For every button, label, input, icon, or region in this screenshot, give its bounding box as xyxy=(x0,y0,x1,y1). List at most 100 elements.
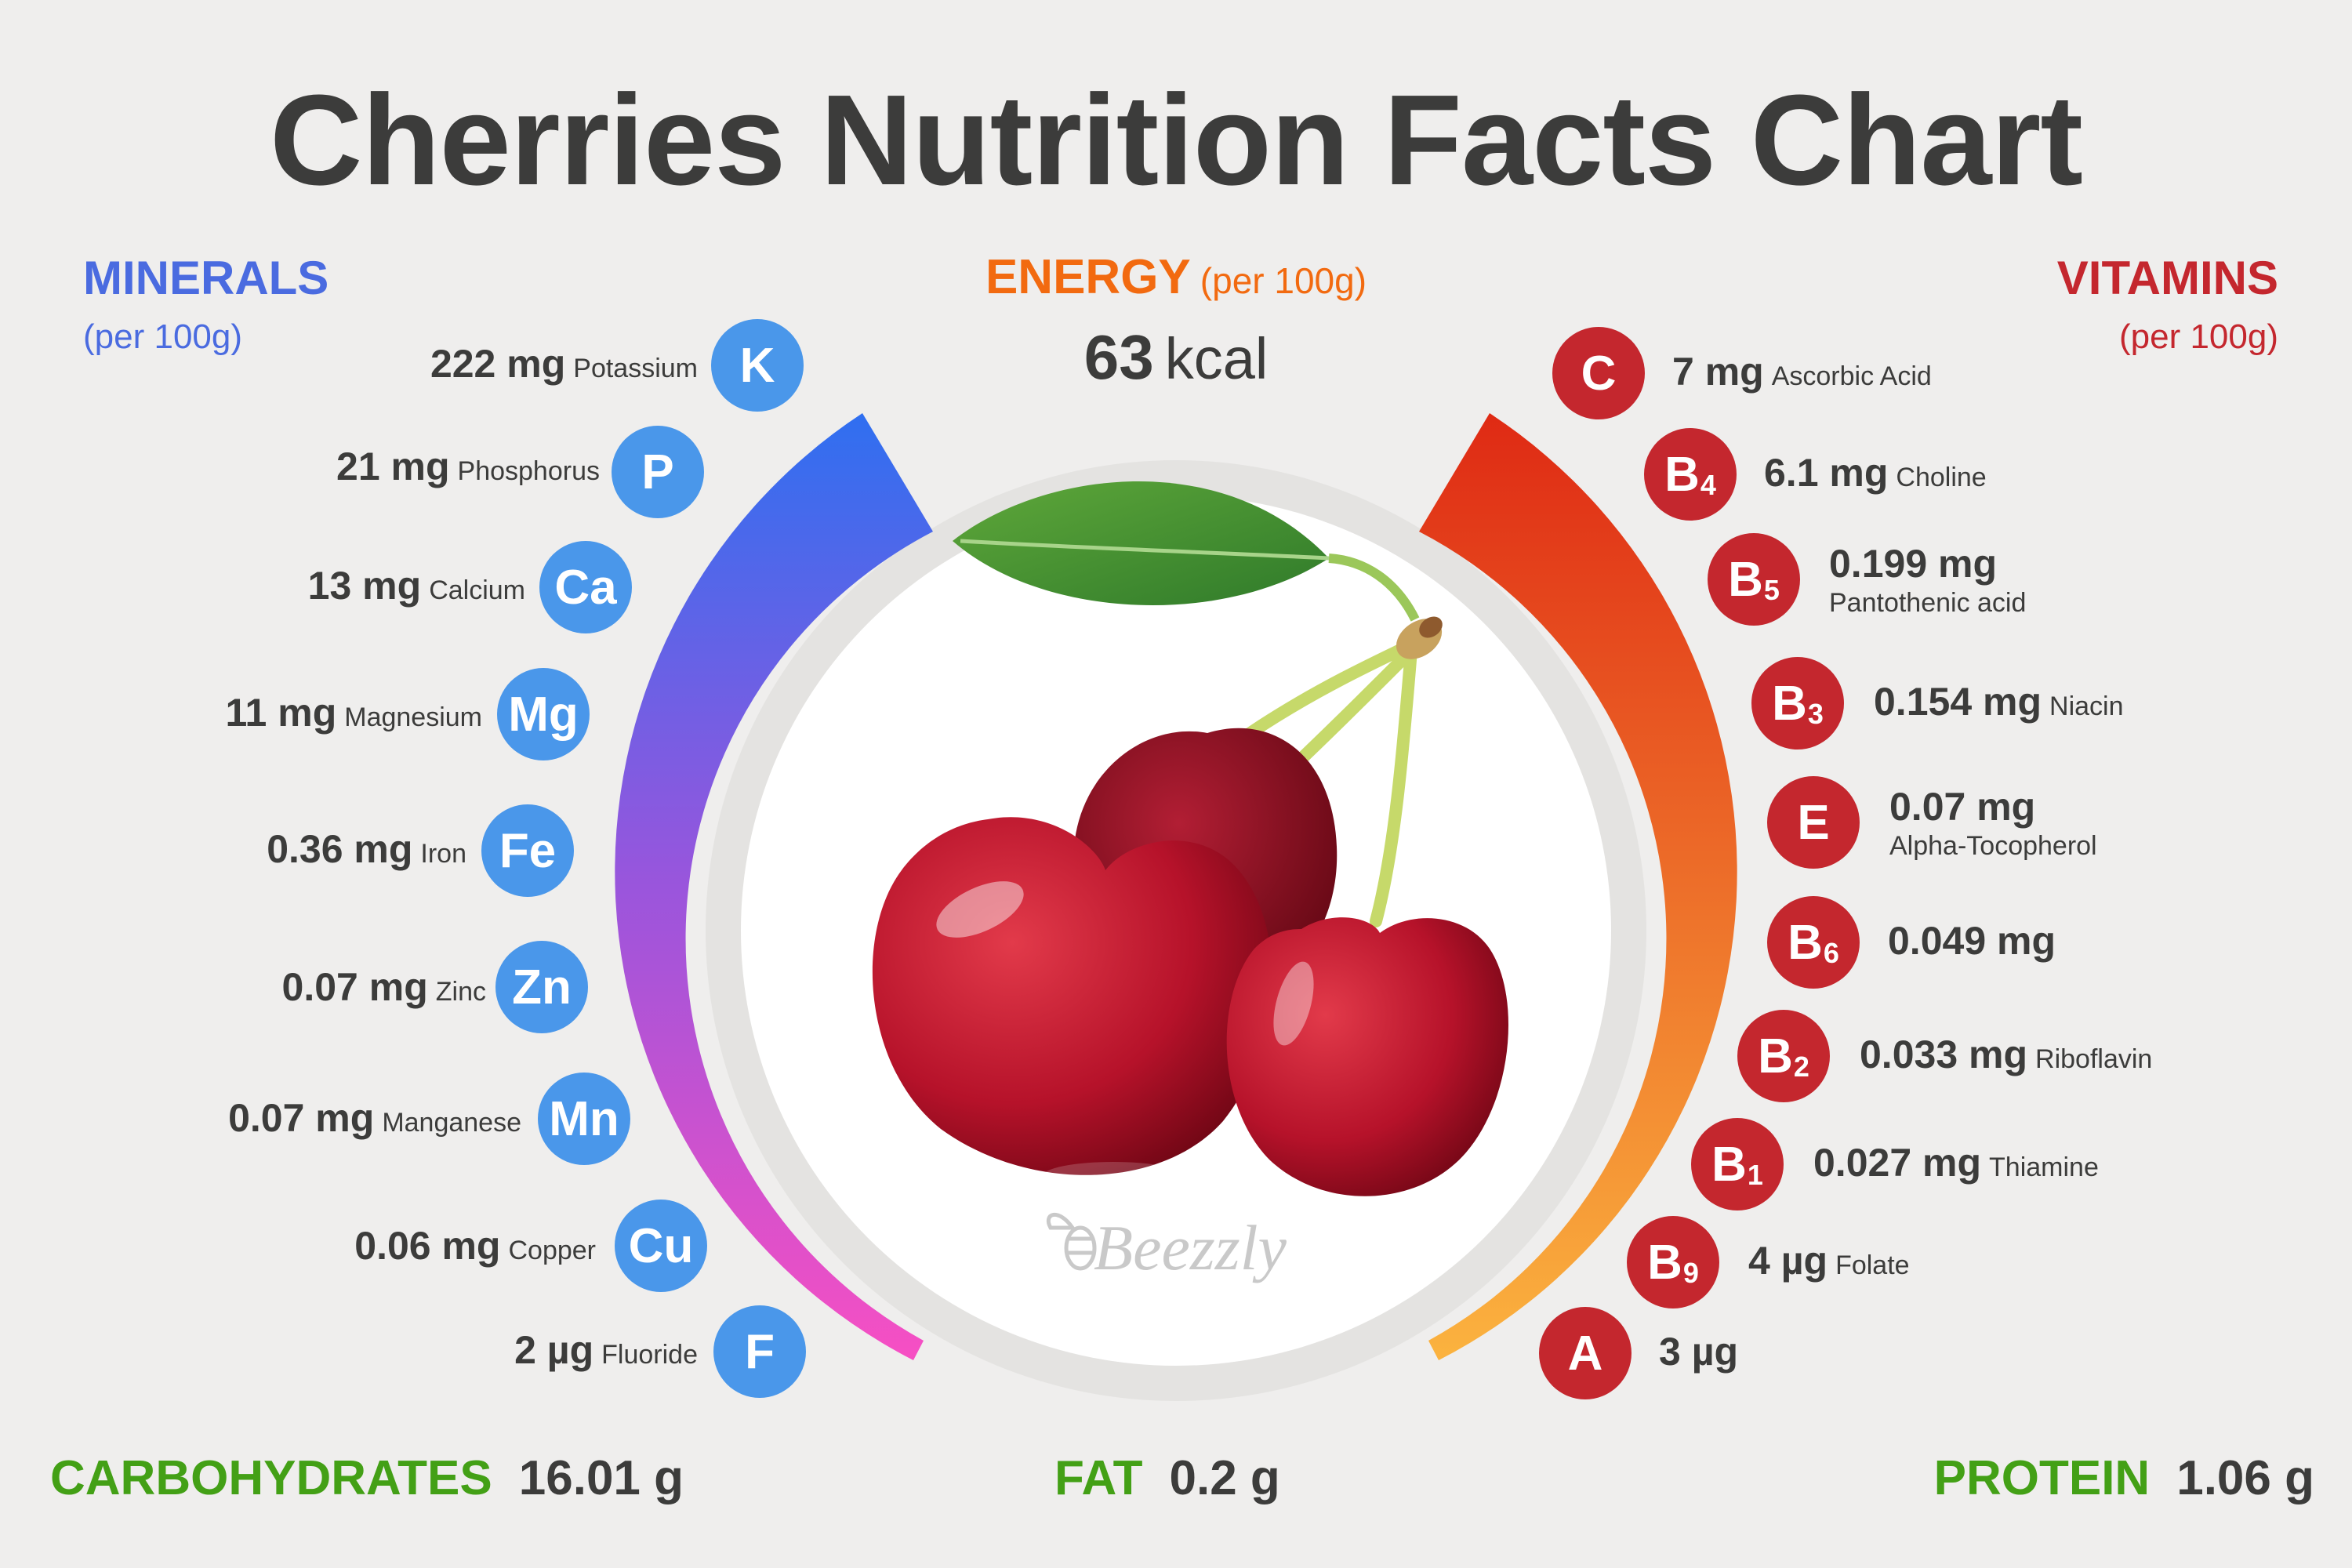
vitamins-arc xyxy=(1419,413,1737,1360)
vitamin-subscript: 2 xyxy=(1793,1051,1809,1083)
vitamin-row-b5: 0.199 mg Pantothenic acid xyxy=(1829,541,2026,619)
vitamin-letter: C xyxy=(1581,346,1617,401)
vitamin-name: Niacin xyxy=(2049,691,2124,721)
minerals-title: MINERALS xyxy=(83,252,329,304)
vitamins-title: VITAMINS xyxy=(2056,252,2278,304)
mineral-name: Iron xyxy=(420,839,466,869)
mineral-row-zinc: 0.07 mg Zinc xyxy=(282,964,486,1010)
vitamin-row-a: 3 µg xyxy=(1659,1329,1738,1374)
vitamin-row-c: 7 mg Ascorbic Acid xyxy=(1672,349,1932,394)
mineral-amount: 0.07 mg xyxy=(281,965,428,1009)
vitamin-row-b9: 4 µg Folate xyxy=(1748,1238,1910,1283)
mineral-name: Zinc xyxy=(435,977,486,1007)
mineral-badge-ca: Ca xyxy=(539,541,632,633)
energy-heading: ENERGY (per 100g) xyxy=(0,249,2352,305)
cherries-illustration xyxy=(872,728,1508,1196)
vitamin-name: Pantothenic acid xyxy=(1829,588,2027,618)
vitamin-row-b6: 0.049 mg xyxy=(1888,918,2056,964)
vitamin-amount: 0.154 mg xyxy=(1874,680,2042,724)
mineral-badge-f: F xyxy=(713,1305,806,1398)
vitamin-badge-e: E xyxy=(1767,776,1860,869)
vitamin-name: Riboflavin xyxy=(2035,1044,2153,1074)
vitamin-amount: 0.199 mg xyxy=(1829,542,1998,586)
energy-unit: kcal xyxy=(1164,326,1269,391)
energy-value: 63 kcal xyxy=(0,321,2352,394)
mineral-amount: 0.36 mg xyxy=(267,827,413,871)
vitamin-subscript: 1 xyxy=(1747,1159,1763,1191)
vitamin-row-b4: 6.1 mg Choline xyxy=(1764,450,1987,495)
vitamin-amount: 3 µg xyxy=(1659,1330,1739,1374)
macro-protein: PROTEIN 1.06 g xyxy=(1934,1450,2314,1506)
watermark-bee-icon xyxy=(1046,1212,1097,1271)
mineral-amount: 21 mg xyxy=(336,445,450,488)
vitamin-subscript: 6 xyxy=(1823,937,1839,969)
macro-label: FAT xyxy=(1054,1451,1143,1505)
mineral-amount: 0.06 mg xyxy=(354,1224,501,1268)
vitamin-row-b3: 0.154 mg Niacin xyxy=(1874,679,2124,724)
vitamin-letter: B xyxy=(1788,915,1823,970)
mineral-row-potassium: 222 mg Potassium xyxy=(430,341,698,387)
mineral-row-iron: 0.36 mg Iron xyxy=(267,826,466,872)
vitamin-amount: 0.033 mg xyxy=(1860,1033,2028,1076)
vitamin-amount: 4 µg xyxy=(1748,1239,1828,1283)
mineral-name: Magnesium xyxy=(344,702,482,732)
mineral-badge-fe: Fe xyxy=(481,804,574,897)
mineral-name: Calcium xyxy=(429,575,525,605)
vitamin-subscript: 9 xyxy=(1682,1257,1699,1289)
vitamin-letter: B xyxy=(1664,447,1700,502)
vitamin-amount: 0.027 mg xyxy=(1813,1141,1982,1185)
mineral-name: Phosphorus xyxy=(457,456,600,486)
watermark: Beezzly xyxy=(1094,1212,1287,1283)
vitamin-letter: E xyxy=(1797,795,1830,850)
mineral-amount: 0.07 mg xyxy=(228,1096,375,1140)
vitamin-letter: B xyxy=(1758,1029,1793,1083)
mineral-name: Fluoride xyxy=(601,1340,698,1370)
vitamin-letter: B xyxy=(1728,552,1763,607)
vitamin-badge-a: A xyxy=(1539,1307,1632,1399)
mineral-badge-mn: Mn xyxy=(538,1073,630,1165)
vitamin-name: Choline xyxy=(1896,463,1987,492)
vitamin-letter: B xyxy=(1647,1235,1682,1290)
macro-value: 16.01 g xyxy=(518,1451,684,1505)
macro-carbohydrates: CARBOHYDRATES 16.01 g xyxy=(50,1450,684,1506)
energy-subtitle: (per 100g) xyxy=(1200,260,1367,301)
vitamin-letter: A xyxy=(1567,1326,1603,1381)
mineral-badge-cu: Cu xyxy=(615,1200,707,1292)
vitamin-row-e: 0.07 mg Alpha-Tocopherol xyxy=(1889,784,2097,862)
mineral-name: Potassium xyxy=(573,354,698,383)
mineral-row-phosphorus: 21 mg Phosphorus xyxy=(336,444,600,489)
mineral-amount: 13 mg xyxy=(307,564,422,608)
mineral-badge-p: P xyxy=(612,426,704,518)
vitamin-row-b2: 0.033 mg Riboflavin xyxy=(1860,1032,2152,1077)
mineral-amount: 2 µg xyxy=(514,1328,594,1372)
energy-title: ENERGY xyxy=(985,250,1191,304)
mineral-name: Copper xyxy=(508,1236,596,1265)
macro-label: CARBOHYDRATES xyxy=(50,1451,492,1505)
vitamin-subscript: 4 xyxy=(1700,469,1716,501)
minerals-arc xyxy=(615,413,933,1360)
mineral-row-manganese: 0.07 mg Manganese xyxy=(228,1095,521,1141)
macro-value: 1.06 g xyxy=(2176,1451,2314,1505)
mineral-name: Manganese xyxy=(382,1108,521,1138)
mineral-row-calcium: 13 mg Calcium xyxy=(308,563,525,608)
vitamin-row-b1: 0.027 mg Thiamine xyxy=(1813,1140,2099,1185)
mineral-amount: 11 mg xyxy=(225,691,337,735)
mineral-row-copper: 0.06 mg Copper xyxy=(354,1223,596,1269)
vitamin-letter: B xyxy=(1772,676,1807,731)
vitamin-letter: B xyxy=(1711,1137,1747,1192)
mineral-badge-mg: Mg xyxy=(497,668,590,760)
page-title: Cherries Nutrition Facts Chart xyxy=(270,68,2083,212)
vitamin-amount: 6.1 mg xyxy=(1764,451,1889,495)
vitamin-amount: 0.049 mg xyxy=(1888,919,2056,963)
macro-value: 0.2 g xyxy=(1169,1451,1280,1505)
vitamin-name: Thiamine xyxy=(1989,1152,2099,1182)
energy-number: 63 xyxy=(1083,322,1154,392)
cherry-leaf-icon xyxy=(953,481,1420,622)
